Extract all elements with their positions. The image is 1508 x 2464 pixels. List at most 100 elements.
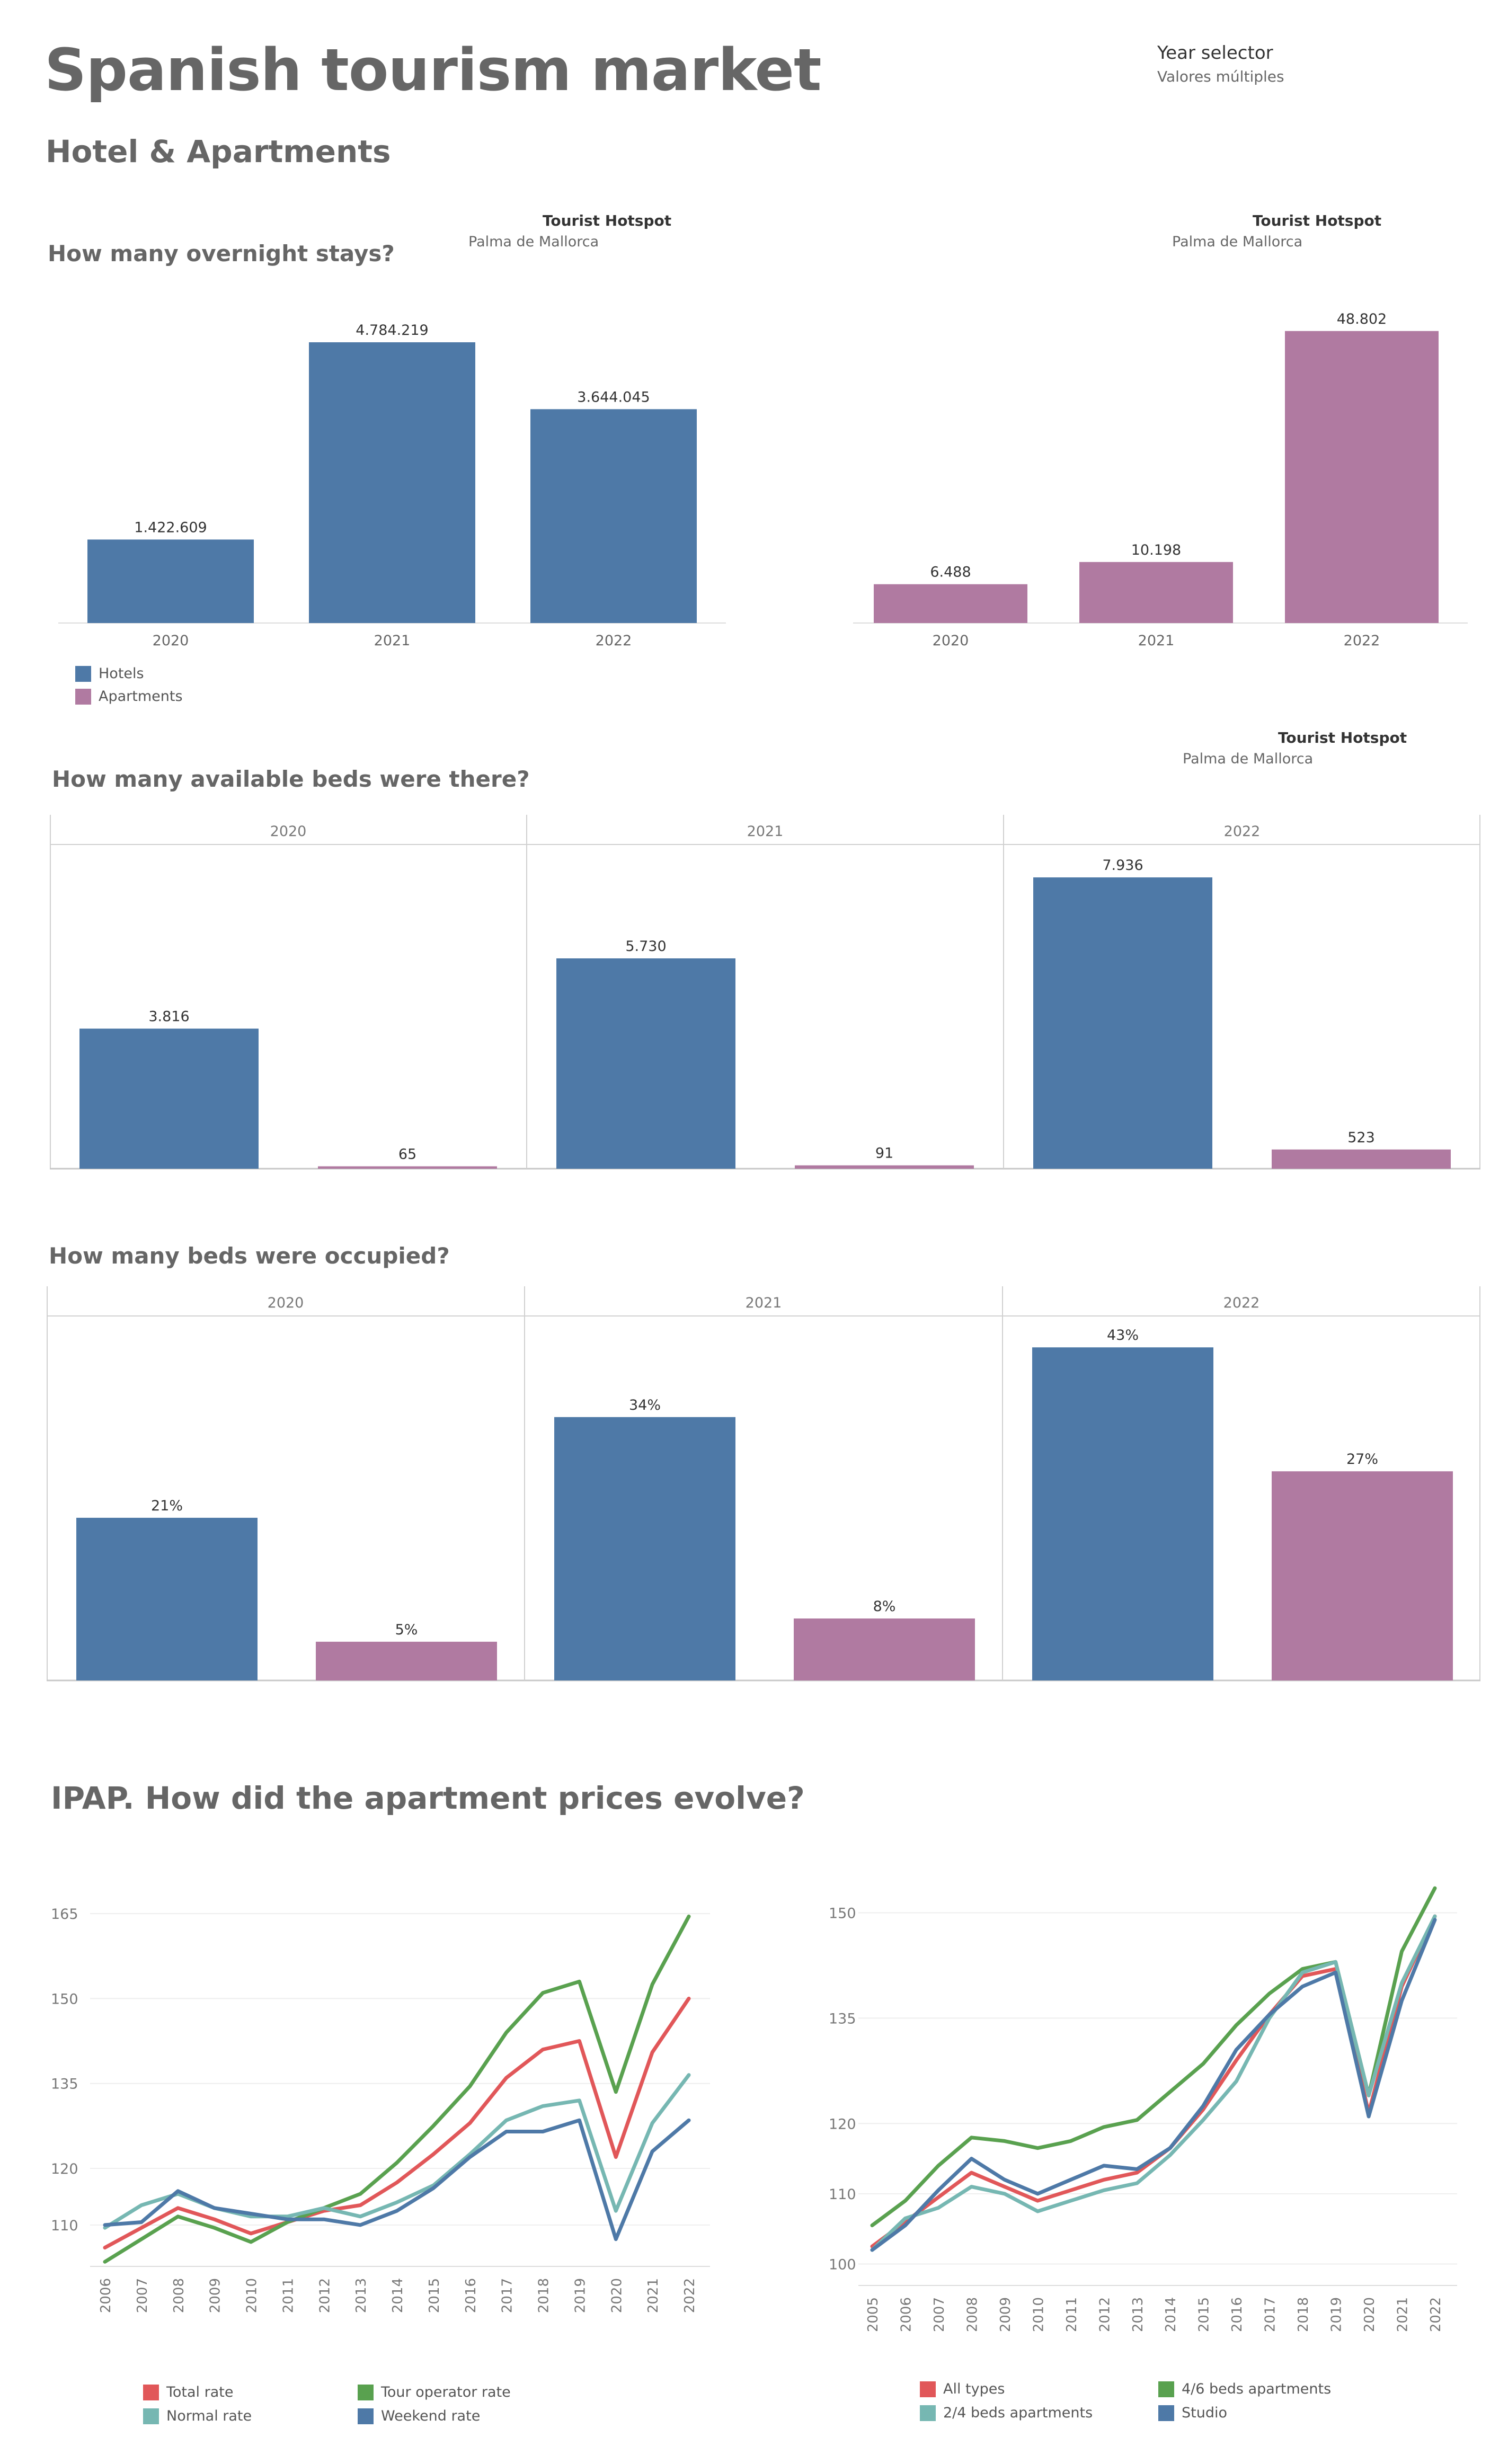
x-tick-label: 2022 (1428, 2297, 1444, 2331)
bar-2021 (309, 342, 475, 623)
legend-item-studio[interactable]: Studio (1158, 2405, 1227, 2421)
legend-swatch-red (920, 2381, 936, 2397)
bar-apartments-2021 (795, 1165, 974, 1169)
y-tick-label: 135 (51, 2076, 78, 2093)
series-line-normal-rate (103, 2073, 691, 2230)
data-label: 5% (395, 1622, 418, 1638)
legend-swatch-apartments (75, 688, 91, 705)
x-tick-label: 2005 (865, 2297, 881, 2331)
x-tick-label: 2020 (1362, 2297, 1378, 2331)
x-tick-label: 2008 (171, 2278, 187, 2313)
hotspot-filter-apartments[interactable]: Tourist Hotspot Palma de Mallorca (1172, 212, 1381, 250)
bar-apartments-2021 (794, 1618, 975, 1680)
legend-item-4-6-beds[interactable]: 4/6 beds apartments (1158, 2381, 1331, 2397)
x-tick-label: 2009 (208, 2278, 224, 2313)
series-line-total-rate (103, 1996, 691, 2250)
data-label: 5.730 (625, 938, 666, 955)
hotspot-filter-hotels[interactable]: Tourist Hotspot Palma de Mallorca (468, 212, 671, 250)
x-tick-label: 2011 (280, 2278, 296, 2313)
section-title-beds: How many available beds were there? (52, 766, 530, 792)
bar-hotels-2020 (76, 1517, 258, 1680)
x-tick-label: 2021 (1395, 2297, 1411, 2331)
page-title: Spanish tourism market (45, 36, 822, 104)
data-label: 3.644.045 (577, 389, 650, 405)
x-tick-label: 2015 (427, 2278, 442, 2313)
legend-item-tour-operator-rate[interactable]: Tour operator rate (358, 2384, 511, 2400)
data-label: 7.936 (1102, 857, 1143, 874)
data-label: 27% (1346, 1451, 1378, 1467)
bar-apartments-2022 (1272, 1471, 1453, 1680)
hotspot-filter-value[interactable]: Palma de Mallorca (468, 234, 599, 250)
panel-header-2020: 2020 (270, 823, 307, 840)
data-label: 91 (875, 1145, 893, 1162)
data-label: 6.488 (930, 564, 971, 581)
y-tick-label: 135 (829, 2011, 856, 2027)
page-subtitle: Hotel & Apartments (46, 134, 391, 170)
x-tick-label: 2014 (1163, 2297, 1179, 2331)
bar-hotels-2022 (1033, 877, 1212, 1169)
x-tick-label: 2012 (1097, 2297, 1113, 2331)
x-tick-label: 2013 (1130, 2297, 1146, 2331)
legend-label: Weekend rate (381, 2408, 481, 2424)
year-selector-value[interactable]: Valores múltiples (1157, 68, 1284, 85)
section-title-ipap: IPAP. How did the apartment prices evolv… (51, 1780, 805, 1816)
y-tick-label: 120 (829, 2116, 856, 2132)
legend-item-weekend-rate[interactable]: Weekend rate (358, 2408, 480, 2424)
bar-2021 (1079, 562, 1233, 623)
x-tick-label: 2020 (153, 633, 189, 649)
y-tick-label: 110 (829, 2186, 856, 2203)
y-tick-label: 100 (829, 2256, 856, 2273)
data-label: 43% (1107, 1327, 1139, 1344)
bar-2020 (874, 584, 1027, 623)
bar-hotels-2021 (554, 1417, 735, 1680)
legend-swatch-teal (920, 2405, 936, 2421)
x-tick-label: 2021 (374, 633, 411, 649)
legend-swatch-green (358, 2384, 374, 2400)
legend-item-apartments[interactable]: Apartments (75, 688, 183, 705)
legend-label: 2/4 beds apartments (943, 2405, 1093, 2421)
legend-swatch-blue (1158, 2405, 1174, 2421)
hotspot-filter-value[interactable]: Palma de Mallorca (1172, 234, 1303, 250)
bar-apartments-2022 (1272, 1149, 1451, 1169)
legend-item-total-rate[interactable]: Total rate (143, 2384, 358, 2400)
legend-label: 4/6 beds apartments (1182, 2381, 1332, 2397)
ipap-rates-chart: 110 120 135 150 165 2006 2007 2008 2009 2010 2011 2… (51, 1906, 710, 2313)
series-line-weekend-rate (103, 2118, 691, 2241)
panel-header-2020: 2020 (268, 1295, 304, 1311)
x-tick-label: 2021 (645, 2278, 661, 2313)
legend-label: Apartments (99, 688, 183, 705)
x-tick-label: 2011 (1064, 2297, 1080, 2331)
y-tick-label: 150 (51, 1991, 78, 2007)
x-tick-label: 2007 (932, 2297, 947, 2331)
x-tick-label: 2017 (500, 2278, 516, 2313)
x-tick-label: 2021 (1138, 633, 1175, 649)
year-selector-title: Year selector (1157, 42, 1273, 64)
overnight-hotels-chart: 1.422.609 2020 4.784.219 2021 3.644.045 2022 (58, 322, 726, 649)
panel-header-2022: 2022 (1224, 823, 1261, 840)
bar-hotels-2021 (556, 958, 735, 1169)
legend-swatch-red (143, 2384, 159, 2400)
data-label: 21% (151, 1498, 183, 1514)
year-selector[interactable]: Year selector Valores múltiples (1157, 42, 1284, 85)
legend-label: Tour operator rate (381, 2384, 511, 2400)
hotspot-filter-title: Tourist Hotspot (1253, 212, 1382, 229)
bar-apartments-2020 (316, 1641, 497, 1680)
legend-item-hotels[interactable]: Hotels (75, 665, 183, 682)
legend-item-all-types[interactable]: All types (920, 2381, 1158, 2397)
occupied-beds-chart: 2020 21% 5% 2021 34% 8% 2022 43% 27% (47, 1286, 1480, 1682)
x-tick-label: 2020 (609, 2278, 625, 2313)
x-tick-label: 2019 (572, 2278, 588, 2313)
hotspot-filter-beds[interactable]: Tourist Hotspot Palma de Mallorca (1183, 729, 1407, 767)
legend-item-normal-rate[interactable]: Normal rate (143, 2408, 358, 2424)
bar-2022 (1285, 331, 1439, 623)
data-label: 34% (629, 1397, 661, 1413)
legend-item-2-4-beds[interactable]: 2/4 beds apartments (920, 2405, 1158, 2421)
series-line-tour-operator-rate (103, 1914, 691, 2264)
x-tick-label: 2022 (596, 633, 632, 649)
hotspot-filter-value[interactable]: Palma de Mallorca (1183, 751, 1314, 767)
x-tick-label: 2009 (998, 2297, 1014, 2331)
panel-header-2021: 2021 (747, 823, 784, 840)
y-tick-label: 120 (51, 2161, 78, 2177)
x-tick-label: 2018 (1296, 2297, 1311, 2331)
legend-swatch-hotels (75, 665, 91, 682)
